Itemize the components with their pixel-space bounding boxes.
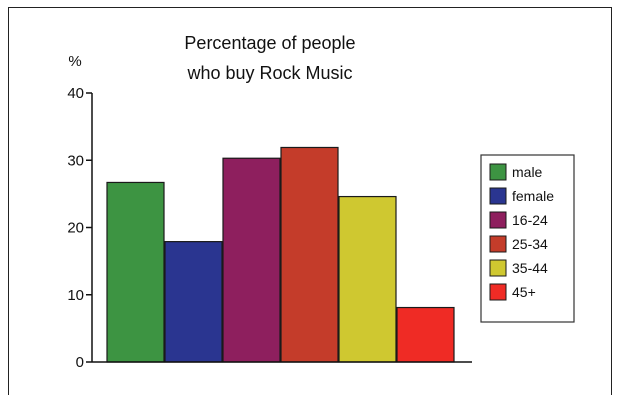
legend-label-female: female (512, 188, 554, 204)
chart-title-line-1: Percentage of people (184, 33, 355, 53)
chart-frame (8, 7, 612, 395)
legend-swatch-male (489, 163, 507, 181)
bar-25-34 (280, 146, 339, 363)
bar-male (106, 181, 165, 363)
legend-swatch-35-44 (489, 259, 507, 277)
bar-16-24 (222, 157, 281, 363)
bar-35-44 (338, 195, 397, 363)
bar-female (164, 241, 223, 363)
y-tick-label-40: 40 (67, 85, 84, 102)
legend-swatch-45+ (489, 283, 507, 301)
chart-title-line-2: who buy Rock Music (186, 63, 352, 83)
bars-group (106, 146, 455, 363)
y-tick-label-0: 0 (76, 354, 84, 371)
legend-swatch-25-34 (489, 235, 507, 253)
legend: male female 16-24 25-34 35-44 45+ (480, 154, 575, 323)
legend-label-45+: 45+ (512, 284, 536, 300)
y-tick-label-30: 30 (67, 152, 84, 169)
legend-swatch-16-24 (489, 211, 507, 229)
legend-label-male: male (512, 164, 543, 180)
axes-group: 0 10 20 30 40 (67, 85, 472, 371)
bar-45+ (396, 306, 455, 363)
y-tick-label-20: 20 (67, 220, 84, 237)
legend-label-25-34: 25-34 (512, 236, 548, 252)
legend-label-35-44: 35-44 (512, 260, 548, 276)
y-tick-label-10: 10 (67, 287, 84, 304)
y-axis-unit-label: % (68, 53, 81, 70)
legend-label-16-24: 16-24 (512, 212, 548, 228)
legend-swatch-female (489, 187, 507, 205)
